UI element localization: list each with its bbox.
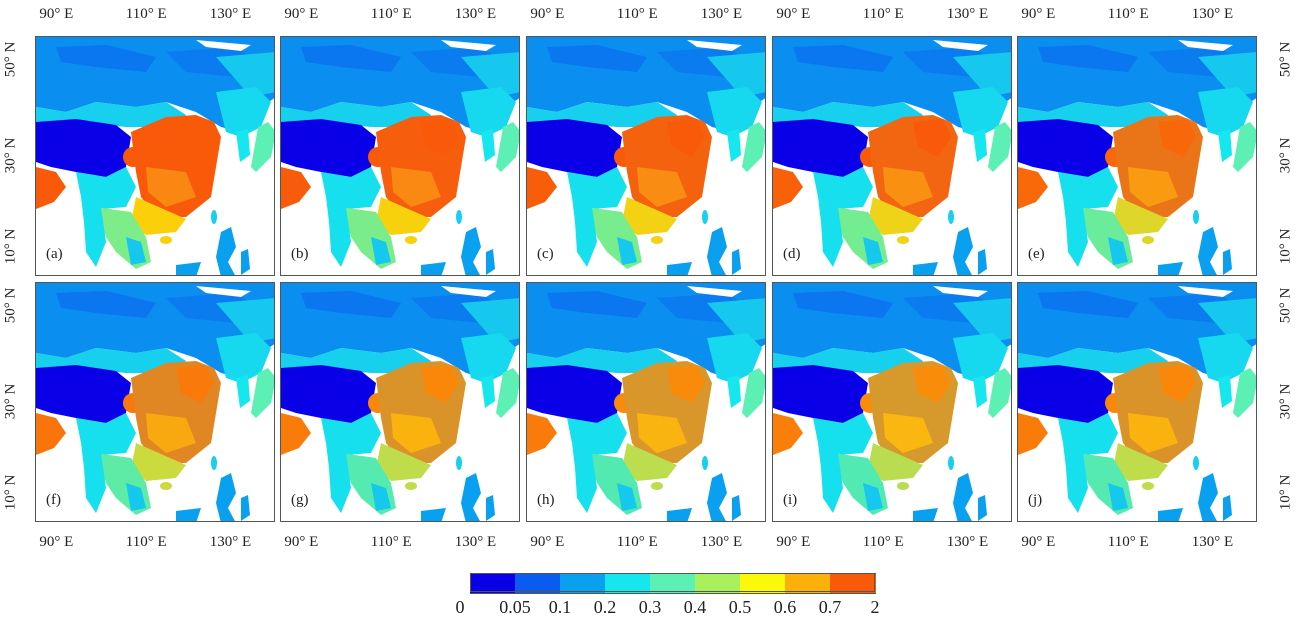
aod-map: [36, 283, 274, 521]
lat-tick-label: 30° N: [2, 383, 19, 420]
colorbar-label: 0.05: [499, 597, 531, 617]
colorbar-label: 0.1: [548, 597, 572, 617]
lon-tick-label: 110° E: [370, 6, 412, 22]
colorbar-label: 2: [870, 597, 880, 617]
map-panel: (i): [772, 282, 1012, 522]
lon-tick-label: 110° E: [125, 6, 167, 22]
lon-tick-label: 130° E: [700, 6, 743, 22]
aod-map: [527, 283, 765, 521]
colorbar-label: 0.4: [683, 597, 707, 617]
aod-map: [281, 37, 519, 275]
aod-map: [527, 37, 765, 275]
lon-tick-label: 90° E: [39, 6, 74, 22]
lon-tick-label: 130° E: [1191, 534, 1234, 550]
lon-tick-label: 110° E: [862, 6, 904, 22]
panel-label: (f): [46, 492, 61, 508]
lon-tick-label: 130° E: [454, 534, 497, 550]
lon-tick-label: 90° E: [1021, 534, 1056, 550]
lon-tick-label: 110° E: [1107, 534, 1149, 550]
lon-tick-label: 90° E: [530, 534, 565, 550]
aod-map: [1018, 283, 1256, 521]
lon-tick-label: 130° E: [1191, 6, 1234, 22]
lon-tick-label: 90° E: [284, 534, 319, 550]
lat-tick-label: 50° N: [2, 287, 19, 324]
lon-tick-label: 110° E: [862, 534, 904, 550]
panel-label: (i): [783, 492, 798, 508]
map-panel: (d): [772, 36, 1012, 276]
panel-label: (e): [1028, 246, 1045, 262]
aod-map: [36, 37, 274, 275]
lon-tick-label: 90° E: [1021, 6, 1056, 22]
map-panel: (e): [1017, 36, 1257, 276]
map-panel: (h): [526, 282, 766, 522]
colorbar-label: 0.3: [638, 597, 662, 617]
aod-map: [281, 283, 519, 521]
lon-tick-label: 110° E: [1107, 6, 1149, 22]
map-panel: (a): [35, 36, 275, 276]
lat-tick-label: 30° N: [2, 137, 19, 174]
lat-tick-label: 30° N: [1277, 137, 1294, 174]
map-panel: (j): [1017, 282, 1257, 522]
panel-label: (h): [537, 492, 555, 508]
lon-tick-label: 130° E: [454, 6, 497, 22]
lon-tick-label: 90° E: [776, 6, 811, 22]
lon-tick-label: 110° E: [616, 534, 658, 550]
colorbar-label: 0.2: [593, 597, 617, 617]
lon-tick-label: 90° E: [776, 534, 811, 550]
lat-tick-label: 10° N: [2, 474, 19, 511]
colorbar-frame: [470, 573, 875, 592]
lon-tick-label: 110° E: [616, 6, 658, 22]
panel-label: (g): [291, 492, 309, 508]
lat-tick-label: 50° N: [1277, 287, 1294, 324]
panel-label: (a): [46, 246, 63, 262]
lon-tick-label: 110° E: [125, 534, 167, 550]
lon-tick-label: 130° E: [209, 6, 252, 22]
lat-tick-label: 50° N: [2, 41, 19, 78]
panel-label: (c): [537, 246, 554, 262]
lon-tick-label: 90° E: [530, 6, 565, 22]
lon-tick-label: 130° E: [700, 534, 743, 550]
lat-tick-label: 10° N: [2, 228, 19, 265]
lon-tick-label: 90° E: [284, 6, 319, 22]
aod-map: [1018, 37, 1256, 275]
colorbar-label: 0: [455, 597, 465, 617]
lat-tick-label: 30° N: [1277, 383, 1294, 420]
lon-tick-label: 130° E: [946, 534, 989, 550]
lat-tick-label: 10° N: [1277, 228, 1294, 265]
panel-label: (b): [291, 246, 309, 262]
panel-label: (d): [783, 246, 801, 262]
lat-tick-label: 10° N: [1277, 474, 1294, 511]
lon-tick-label: 130° E: [946, 6, 989, 22]
lon-tick-label: 110° E: [370, 534, 412, 550]
map-panel: (b): [280, 36, 520, 276]
lat-tick-label: 50° N: [1277, 41, 1294, 78]
aod-map: [773, 283, 1011, 521]
map-panel: (c): [526, 36, 766, 276]
colorbar-label: 0.7: [818, 597, 842, 617]
map-panel: (f): [35, 282, 275, 522]
colorbar-label: 0.5: [728, 597, 752, 617]
aod-map: [773, 37, 1011, 275]
panel-label: (j): [1028, 492, 1043, 508]
lon-tick-label: 130° E: [209, 534, 252, 550]
map-panel: (g): [280, 282, 520, 522]
colorbar-label: 0.6: [773, 597, 797, 617]
lon-tick-label: 90° E: [39, 534, 74, 550]
